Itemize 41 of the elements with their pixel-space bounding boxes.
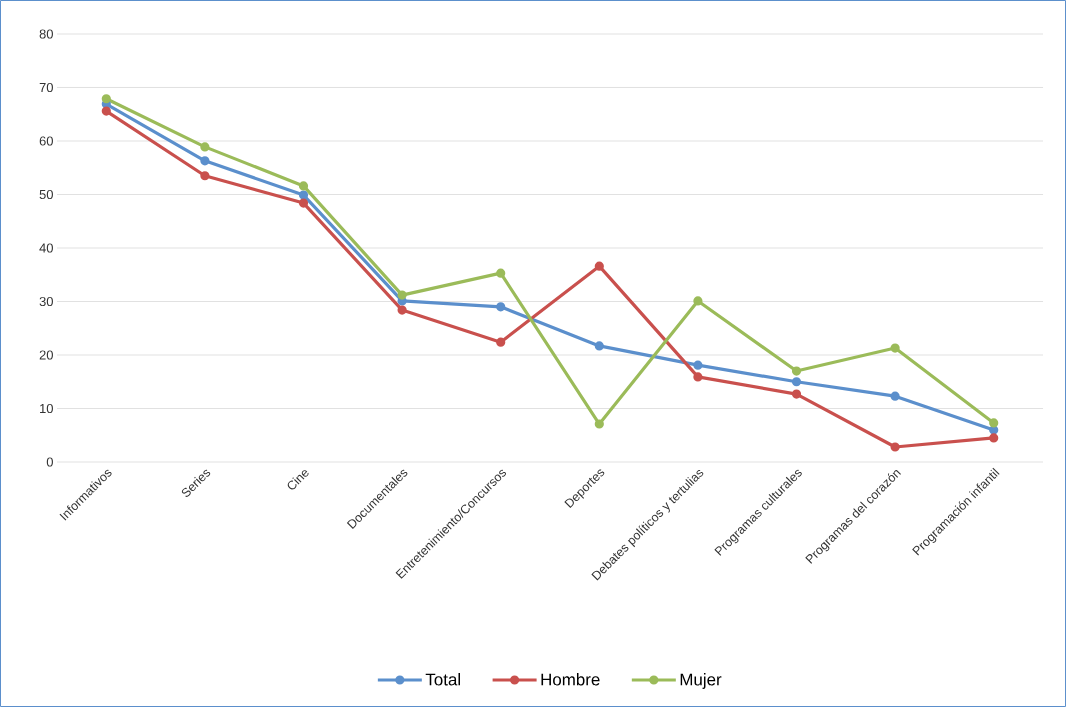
point [890,391,900,401]
y-tick-label: 60 [39,136,53,146]
point [496,268,506,278]
point [298,181,309,191]
point [200,142,210,152]
point [200,156,210,166]
point [397,290,407,300]
point [989,433,999,443]
point [496,337,506,347]
y-tick-label: 80 [39,29,53,39]
y-tick-label: 70 [39,82,53,93]
point [101,106,111,116]
point [397,305,407,315]
point [791,377,802,387]
y-tick-label: 40 [39,243,53,253]
point [594,419,604,429]
point [693,360,703,370]
x-tick-label: Cine [287,470,309,490]
point [496,302,506,312]
legend-label: Hombre [541,673,600,686]
point [989,425,999,435]
point [298,198,309,208]
y-tick-label: 10 [40,403,53,414]
point [890,343,900,353]
legend-label: Mujer [680,673,722,689]
point [693,372,703,382]
point [791,366,802,376]
point [890,442,900,452]
legend-label: Total [425,673,460,686]
point [791,389,802,399]
point [101,94,111,104]
y-tick-label: 50 [39,189,53,200]
point [693,296,703,306]
point [298,190,309,200]
y-tick-label: 20 [39,350,53,360]
point [594,261,604,271]
point [594,341,604,351]
point [200,171,210,181]
y-tick-label: 30 [39,296,53,307]
y-tick-label: 0 [46,457,53,467]
point [989,418,999,428]
